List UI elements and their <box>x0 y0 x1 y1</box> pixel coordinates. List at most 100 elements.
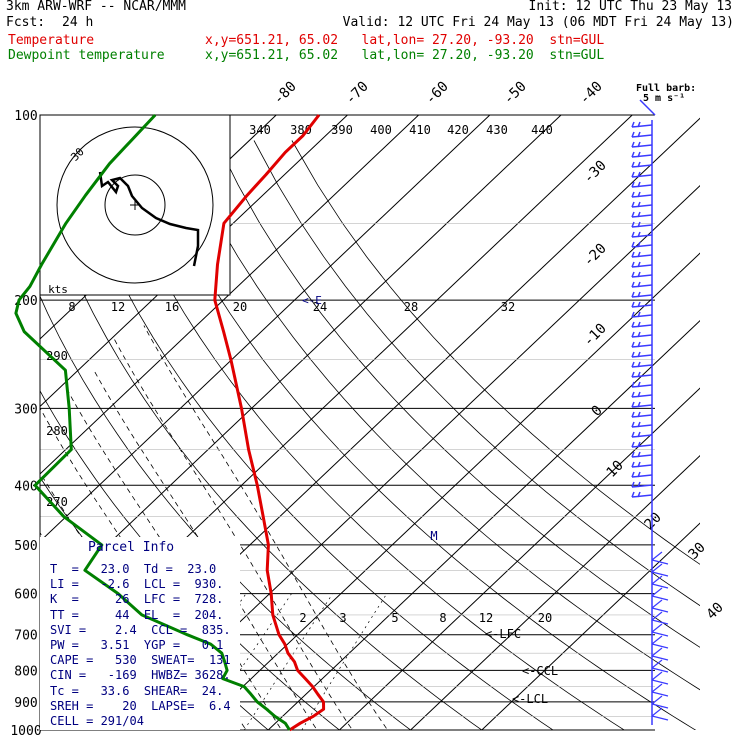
parcel-row: PW = 3.51 YGP = 0.1 <box>50 638 224 653</box>
wind-barb <box>631 181 653 188</box>
theta-label: 440 <box>531 123 553 137</box>
dry-adiabat-label: 270 <box>46 495 68 509</box>
moist-adiabat-line <box>143 325 389 730</box>
wind-barb <box>631 351 653 358</box>
isotherm-label: -50 <box>501 79 530 108</box>
isotherm-line <box>40 115 419 475</box>
wetbulb-label: 12 <box>111 300 125 314</box>
level-marker-lfc: <-LFC <box>485 627 521 641</box>
wind-barb <box>631 271 653 278</box>
level-marker-m: M <box>430 529 437 543</box>
wetbulb-label: 32 <box>501 300 515 314</box>
wind-key-line2: 5 m s⁻¹ <box>643 93 686 104</box>
wind-barb <box>631 411 653 418</box>
isotherm-line <box>40 115 491 543</box>
wind-barb <box>631 191 653 198</box>
pressure-tick-label: 900 <box>14 696 37 711</box>
parcel-row: LI = -2.6 LCL = 930. <box>50 577 224 592</box>
theta-label: 430 <box>486 123 508 137</box>
temperature-trace <box>213 114 326 732</box>
wind-barb <box>631 461 653 468</box>
wind-barb <box>631 261 653 268</box>
wetbulb-label: 8 <box>68 300 75 314</box>
hodograph-ring-inner <box>104 174 166 236</box>
wind-barb <box>651 683 669 697</box>
wind-barb <box>651 599 669 613</box>
wind-barb <box>631 201 653 208</box>
wind-barb <box>631 291 653 298</box>
hodograph-units-label: kts <box>48 283 68 296</box>
parcel-row: CAPE = 530 SWEAT= 131 <box>50 653 231 668</box>
wind-barb <box>631 161 653 168</box>
parcel-row: SREH = 20 LAPSE= 6.4 <box>50 698 231 713</box>
wind-barb <box>631 321 653 328</box>
wind-barb <box>631 381 653 388</box>
level-marker-ccl: <-CCL <box>522 664 558 678</box>
dry-adiabat-label: 290 <box>46 349 68 363</box>
pressure-tick-label: 400 <box>14 479 37 494</box>
legend-dewpoint-info: x,y=651.21, 65.02 lat,lon= 27.20, -93.20… <box>205 48 605 63</box>
wind-barb <box>651 611 669 625</box>
wind-barb <box>631 371 653 378</box>
forecast-label: Fcst: <box>6 15 46 30</box>
parcel-row: CELL = 291/04 <box>50 714 144 729</box>
wind-barb <box>631 171 653 178</box>
wind-barb <box>651 587 669 601</box>
wind-barb <box>631 361 653 368</box>
wind-barb <box>631 131 653 138</box>
mixing-ratio-label: 12 <box>479 611 493 625</box>
wind-barb <box>631 241 653 248</box>
wind-barb <box>631 331 653 338</box>
wind-barb <box>631 301 653 308</box>
dry-adiabat-line <box>40 295 412 730</box>
mixing-ratio-label: 2 <box>299 611 306 625</box>
wind-barb <box>651 623 669 637</box>
parcel-info-panel <box>40 537 240 730</box>
wind-barb <box>631 151 653 158</box>
wind-barb <box>651 707 669 721</box>
wind-barb <box>631 481 653 488</box>
parcel-row: Tc = 33.6 SHEAR= 24. <box>50 683 224 698</box>
wind-barb <box>631 141 653 148</box>
dry-adiabat-line <box>40 185 483 730</box>
theta-label: 400 <box>370 123 392 137</box>
wind-barb <box>631 311 653 318</box>
wind-barb <box>651 563 669 577</box>
parcel-row: TT = 44 EL = 204. <box>50 607 224 622</box>
wetbulb-label: 28 <box>404 300 418 314</box>
isotherm-label: 0 <box>589 403 606 420</box>
wind-barb <box>651 647 669 661</box>
wetbulb-label: 24 <box>313 300 327 314</box>
dry-adiabat-line <box>177 140 700 691</box>
wind-barb <box>651 659 669 673</box>
wind-key-line1: Full barb: <box>636 83 697 94</box>
pressure-tick-label: 600 <box>14 588 37 603</box>
dry-adiabat-line <box>64 140 554 730</box>
parcel-info-table: T = 23.0 Td = 23.0 LI = -2.6 LCL = 930. … <box>50 562 231 729</box>
mixing-ratio-label: 8 <box>439 611 446 625</box>
isotherm-label: 30 <box>686 540 709 563</box>
model-title: 3km ARW-WRF -- NCAR/MMM <box>6 0 187 14</box>
pressure-tick-label: 700 <box>14 629 37 644</box>
dry-adiabat-line <box>140 140 697 730</box>
dry-adiabat-line <box>215 140 700 648</box>
dewpoint-trace <box>14 113 291 731</box>
legend-temperature-info: x,y=651.21, 65.02 lat,lon= 27.20, -93.20… <box>205 33 605 48</box>
dry-adiabat-line <box>102 140 625 730</box>
wind-barb <box>631 441 653 448</box>
mixing-ratio-label: 20 <box>538 611 552 625</box>
wind-barb <box>651 551 669 565</box>
mixing-ratio-label: 3 <box>339 611 346 625</box>
isotherm-label: -20 <box>581 241 610 270</box>
wind-barb <box>631 401 653 408</box>
wind-barb <box>631 491 653 498</box>
level-marker-el: <-E <box>302 294 322 307</box>
isotherm-line <box>481 522 700 730</box>
wind-barb <box>631 451 653 458</box>
isotherm-line <box>410 455 700 730</box>
wind-barb <box>631 211 653 218</box>
hodograph-ring-outer <box>56 126 214 284</box>
pressure-tick-label: 800 <box>14 664 37 679</box>
wind-barb-column <box>631 120 669 725</box>
